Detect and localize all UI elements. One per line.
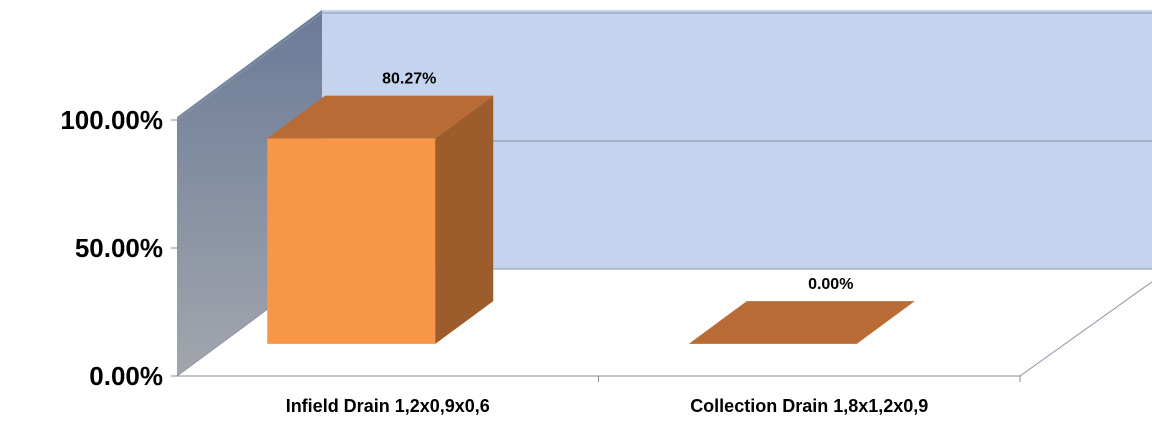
- y-tick-label: 50.00%: [75, 233, 163, 263]
- data-label: 80.27%: [382, 71, 436, 88]
- bar-top: [267, 95, 494, 139]
- gridline-side: [176, 12, 323, 121]
- y-tick-label: 100.00%: [60, 105, 163, 135]
- bar-side: [435, 95, 494, 344]
- y-tick-label: 0.00%: [89, 361, 163, 391]
- x-category-label: Infield Drain 1,2x0,9x0,6: [286, 396, 490, 416]
- bar[interactable]: [267, 95, 494, 344]
- back-wall: [322, 10, 1152, 269]
- data-label: 0.00%: [808, 276, 853, 293]
- bar-top: [688, 301, 915, 344]
- bar[interactable]: [688, 301, 915, 344]
- x-category-label: Collection Drain 1,8x1,2x0,9: [690, 396, 928, 416]
- bar-front: [267, 138, 436, 344]
